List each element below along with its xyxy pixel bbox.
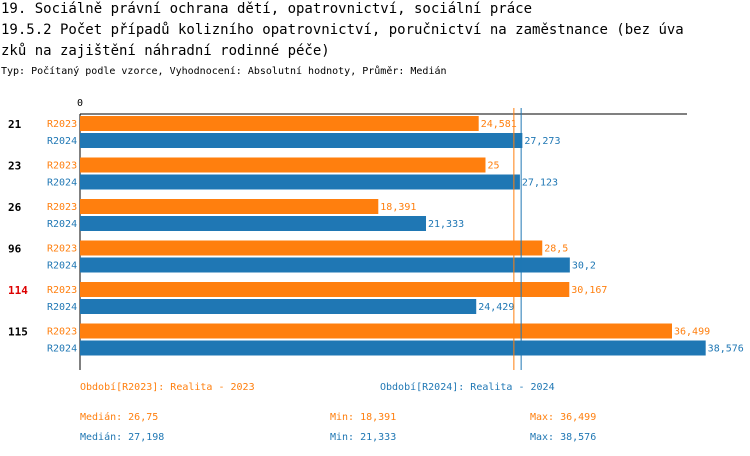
- bar-r2023-114: [80, 282, 570, 297]
- value-label-r2024-115: 38,576: [708, 344, 744, 355]
- series-label-r2024-21: R2024: [47, 136, 77, 147]
- series-label-r2023-26: R2023: [47, 202, 77, 213]
- chart-title-line2: 19.5.2 Počet případů kolizního opatrovni…: [1, 22, 684, 38]
- value-label-r2023-96: 28,5: [544, 244, 568, 255]
- series-label-r2024-115: R2024: [47, 344, 77, 355]
- category-label-115: 115: [8, 326, 28, 339]
- chart-subtitle: Typ: Počítaný podle vzorce, Vyhodnocení:…: [1, 66, 447, 77]
- value-label-r2024-26: 21,333: [428, 219, 464, 230]
- value-label-r2024-23: 27,123: [522, 178, 558, 189]
- bar-r2023-21: [80, 116, 479, 131]
- category-label-26: 26: [8, 201, 22, 214]
- series-label-r2024-96: R2024: [47, 261, 77, 272]
- value-label-r2023-26: 18,391: [380, 202, 416, 213]
- bar-chart: 0 21 R2023 24,581 R2024 27,273 23 R2023 25 R2024 2…: [8, 98, 744, 370]
- series-label-r2023-21: R2023: [47, 119, 77, 130]
- bar-r2024-23: [80, 174, 520, 190]
- category-label-21: 21: [8, 118, 22, 131]
- bar-r2023-96: [80, 240, 543, 256]
- bar-r2024-115: [80, 340, 706, 356]
- bar-r2024-21: [80, 133, 523, 148]
- axis-zero-label: 0: [77, 98, 83, 109]
- series-label-r2024-23: R2024: [47, 178, 77, 189]
- stat-min-2024: Min: 21,333: [330, 432, 397, 443]
- chart-title-line1: 19. Sociálně právní ochrana dětí, opatro…: [1, 1, 533, 17]
- chart-title-line3: zků na zajištění náhradní rodinné péče): [1, 43, 330, 59]
- value-label-r2023-23: 25: [487, 161, 499, 172]
- value-label-r2023-21: 24,581: [481, 119, 517, 130]
- series-label-r2024-114: R2024: [47, 302, 77, 313]
- stat-min-2023: Min: 18,391: [330, 412, 397, 423]
- bar-r2023-115: [80, 323, 672, 339]
- bar-r2023-26: [80, 199, 379, 214]
- category-label-114: 114: [8, 284, 28, 297]
- value-label-r2024-114: 24,429: [478, 302, 514, 313]
- value-label-r2024-96: 30,2: [572, 261, 596, 272]
- series-label-r2023-96: R2023: [47, 244, 77, 255]
- bar-r2024-26: [80, 216, 427, 231]
- bar-r2024-96: [80, 257, 570, 273]
- category-label-96: 96: [8, 243, 22, 256]
- bar-r2024-114: [80, 299, 477, 314]
- series-label-r2024-26: R2024: [47, 219, 77, 230]
- stat-median-2024: Medián: 27,198: [80, 432, 165, 443]
- stat-median-2023: Medián: 26,75: [80, 412, 159, 423]
- stat-max-2023: Max: 36,499: [530, 412, 597, 423]
- series-label-r2023-23: R2023: [47, 161, 77, 172]
- legend-period-2023: Období[R2023]: Realita - 2023: [80, 382, 255, 393]
- stat-max-2024: Max: 38,576: [530, 432, 597, 443]
- value-label-r2024-21: 27,273: [524, 136, 560, 147]
- value-label-r2023-115: 36,499: [674, 327, 710, 338]
- legend-period-2024: Období[R2024]: Realita - 2024: [380, 382, 555, 393]
- series-label-r2023-115: R2023: [47, 327, 77, 338]
- value-label-r2023-114: 30,167: [571, 285, 607, 296]
- category-label-23: 23: [8, 160, 21, 173]
- series-label-r2023-114: R2023: [47, 285, 77, 296]
- bar-r2023-23: [80, 157, 486, 173]
